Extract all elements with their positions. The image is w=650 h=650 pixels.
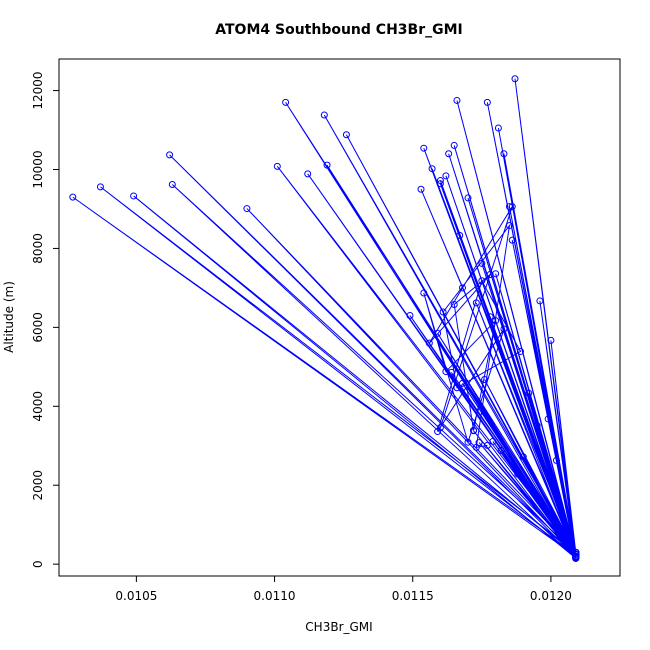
data-point [572,552,580,560]
data-point [481,375,489,383]
data-point [445,150,453,158]
data-point [478,277,486,285]
data-point [508,203,516,211]
data-point [436,177,444,185]
data-point [273,162,281,170]
data-point [572,550,580,558]
data-point [96,183,104,191]
data-point [406,312,414,320]
data-point [517,347,525,355]
data-point [514,470,522,478]
data-point [323,161,331,169]
data-point [536,297,544,305]
data-point [572,548,580,556]
data-point [458,284,466,292]
data-point [420,144,428,152]
y-tick-label: 10000 [31,150,45,188]
data-point [483,98,491,106]
data-point [428,165,436,173]
data-point [489,437,497,445]
data-point [508,236,516,244]
data-point [450,300,458,308]
data-point [505,222,513,230]
y-axis: 0 2000 4000 6000 8000 10000 12000 [31,71,60,568]
data-point [453,96,461,104]
data-point [505,203,513,211]
y-tick-label: 4000 [31,391,45,422]
data-point [304,170,312,178]
y-tick-label: 12000 [31,71,45,109]
data-point [168,181,176,188]
data-point [420,289,428,297]
data-point [464,194,472,202]
data-point [450,141,458,149]
data-point [511,75,519,83]
data-point [519,453,527,461]
data-point [547,336,555,344]
y-tick-label: 8000 [31,233,45,264]
data-point [497,447,505,454]
y-tick-label: 0 [31,560,45,568]
data-point [434,329,442,337]
data-point [472,299,480,307]
data-point [434,428,442,436]
x-tick-label: 0.0115 [392,589,434,603]
data-point [130,192,138,200]
data-point [417,185,425,193]
data-point [525,389,533,397]
data-point [342,131,350,139]
data-point [458,379,466,387]
data-point [453,384,461,392]
data-point [483,441,491,449]
x-tick-label: 0.0110 [254,589,296,603]
x-axis: 0.0105 0.0110 0.0115 0.0120 [115,575,572,603]
series-lines [72,78,577,559]
series-line-1 [72,78,577,559]
data-point [494,124,502,132]
data-point [442,172,450,180]
data-point [500,150,508,158]
data-point [500,325,508,333]
data-point [472,443,480,451]
x-tick-label: 0.0120 [530,589,572,603]
y-tick-label: 2000 [31,470,45,501]
data-point [320,111,328,119]
data-point [478,259,486,267]
chart-title: ATOM4 Southbound CH3Br_GMI [215,22,462,38]
data-point [436,180,444,188]
y-axis-label: Altitude (m) [2,281,16,353]
x-axis-label: CH3Br_GMI [305,620,372,634]
data-point [470,426,478,434]
data-point [439,308,447,316]
series-points [69,75,580,562]
data-point [456,231,464,239]
data-point [552,456,560,464]
data-point [69,193,77,201]
data-point [486,313,494,321]
data-point [243,205,251,213]
data-point [166,151,174,159]
data-point [544,415,552,423]
data-point [282,98,290,106]
data-point [486,270,494,278]
data-point [425,339,433,347]
data-point [533,422,541,430]
data-point [464,438,472,446]
series-line-2 [423,206,522,448]
x-tick-label: 0.0105 [115,589,157,603]
data-point [442,368,450,376]
y-tick-label: 6000 [31,312,45,343]
data-point [492,317,500,325]
